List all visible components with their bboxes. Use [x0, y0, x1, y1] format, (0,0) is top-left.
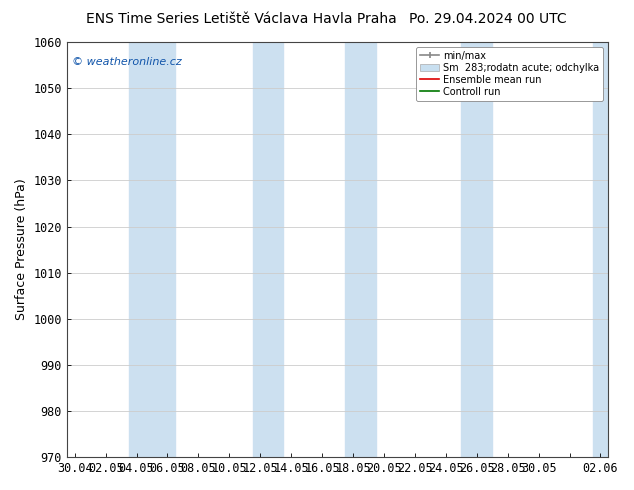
- Bar: [462, 42, 492, 457]
- Text: ENS Time Series Letiště Václava Havla Praha: ENS Time Series Letiště Václava Havla Pr…: [86, 12, 396, 26]
- Text: Po. 29.04.2024 00 UTC: Po. 29.04.2024 00 UTC: [410, 12, 567, 26]
- Y-axis label: Surface Pressure (hPa): Surface Pressure (hPa): [15, 179, 28, 320]
- Bar: [129, 42, 175, 457]
- Legend: min/max, Sm  283;rodatn acute; odchylka, Ensemble mean run, Controll run: min/max, Sm 283;rodatn acute; odchylka, …: [416, 47, 604, 100]
- Text: © weatheronline.cz: © weatheronline.cz: [72, 56, 182, 67]
- Bar: [252, 42, 283, 457]
- Bar: [346, 42, 376, 457]
- Bar: [593, 42, 608, 457]
